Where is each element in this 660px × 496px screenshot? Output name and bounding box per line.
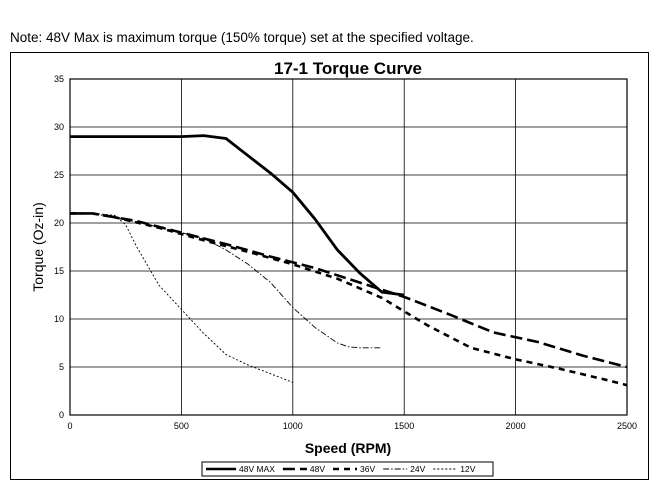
legend-label-3: 24V [410, 464, 425, 474]
series-line-3 [70, 212, 382, 349]
chart-title: 17-1 Torque Curve [274, 59, 422, 78]
legend: 48V MAX 48V 36V 24V 12V [206, 464, 476, 474]
y-tick-label: 20 [54, 218, 64, 228]
legend-label-4: 12V [460, 464, 475, 474]
series-line-4 [70, 212, 293, 383]
y-tick-label: 30 [54, 122, 64, 132]
x-tick-label: 2000 [506, 421, 526, 431]
series-line-2 [70, 212, 628, 387]
y-tick-label: 0 [59, 410, 64, 420]
series-lines [70, 134, 628, 387]
y-tick-label: 35 [54, 74, 64, 84]
x-tick-label: 1500 [394, 421, 414, 431]
y-tick-label: 5 [59, 362, 64, 372]
legend-label-0: 48V MAX [239, 464, 275, 474]
series-line-0 [70, 134, 405, 297]
note-text: Note: 48V Max is maximum torque (150% to… [10, 30, 474, 45]
x-tick-label: 2500 [617, 421, 637, 431]
x-axis-label: Speed (RPM) [305, 440, 391, 456]
legend-label-2: 36V [360, 464, 375, 474]
y-tick-label: 25 [54, 170, 64, 180]
plot-area [69, 78, 628, 416]
series-line-1 [70, 212, 628, 369]
x-tick-label: 500 [174, 421, 189, 431]
y-tick-label: 10 [54, 314, 64, 324]
x-tick-label: 1000 [283, 421, 303, 431]
x-tick-label: 0 [67, 421, 72, 431]
legend-label-1: 48V [310, 464, 325, 474]
tick-labels: 0 5 10 15 20 25 30 35 0 500 1000 1500 2000 2500 [54, 74, 637, 431]
chart-frame [10, 52, 649, 480]
y-tick-label: 15 [54, 266, 64, 276]
y-axis-label: Torque (Oz-in) [30, 202, 46, 291]
grid [69, 78, 628, 416]
